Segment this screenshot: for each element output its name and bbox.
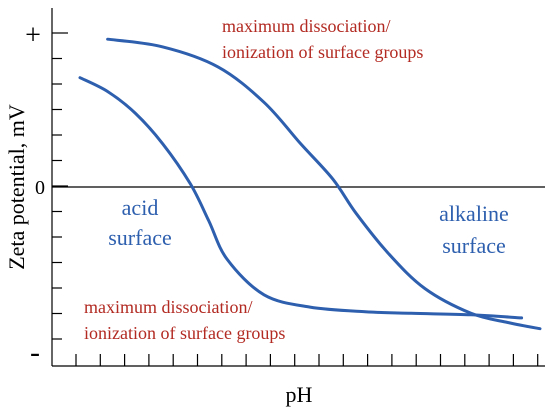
series-curve-alkaline xyxy=(106,37,542,331)
series-curve-acid xyxy=(78,76,524,320)
y-tick-label-minus: - xyxy=(30,336,40,369)
acid-surface-label-line-1: acid xyxy=(122,195,159,220)
annotation-top-line-2: ionization of surface groups xyxy=(222,42,423,62)
acid-surface-label-line-2: surface xyxy=(108,225,172,250)
y-tick-label-zero: 0 xyxy=(35,177,45,199)
annotation-top-line-1: maximum dissociation/ xyxy=(222,16,391,36)
alkaline-surface-label-line-2: surface xyxy=(442,233,506,258)
x-axis-label: pH xyxy=(286,382,313,407)
y-tick-label-plus: + xyxy=(25,20,41,51)
annotation-bottom-line-2: ionization of surface groups xyxy=(84,323,285,343)
tick-marks xyxy=(52,32,539,366)
annotation-bottom-line-1: maximum dissociation/ xyxy=(84,297,253,317)
y-axis-label: Zeta potential, mV xyxy=(4,104,29,270)
alkaline-surface-label-line-1: alkaline xyxy=(439,201,509,226)
